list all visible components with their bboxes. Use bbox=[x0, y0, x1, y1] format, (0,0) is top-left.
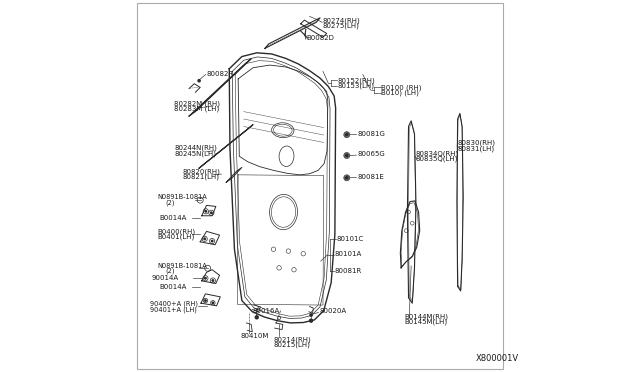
Text: (2): (2) bbox=[166, 268, 175, 275]
Text: 90014A: 90014A bbox=[152, 275, 179, 281]
Text: B0144M(RH): B0144M(RH) bbox=[405, 314, 449, 320]
Text: 80275(LH): 80275(LH) bbox=[323, 22, 360, 29]
Text: 90400+A (RH): 90400+A (RH) bbox=[150, 301, 198, 307]
Text: B0400(RH): B0400(RH) bbox=[157, 228, 195, 235]
Text: 80282M (RH): 80282M (RH) bbox=[174, 100, 220, 107]
Text: 80283M (LH): 80283M (LH) bbox=[174, 105, 220, 112]
Text: 80101C: 80101C bbox=[337, 236, 364, 242]
Text: 80820(RH): 80820(RH) bbox=[182, 169, 220, 175]
Text: B0014A: B0014A bbox=[159, 284, 187, 290]
Circle shape bbox=[212, 280, 214, 281]
Circle shape bbox=[205, 300, 206, 301]
Text: 80020A: 80020A bbox=[319, 308, 346, 314]
Text: 80215(LH): 80215(LH) bbox=[273, 341, 310, 348]
Circle shape bbox=[204, 238, 205, 240]
Text: 80834Q(RH): 80834Q(RH) bbox=[416, 151, 460, 157]
Text: B0100 (RH): B0100 (RH) bbox=[381, 84, 422, 91]
Circle shape bbox=[346, 177, 348, 179]
Text: 80152(RH): 80152(RH) bbox=[338, 77, 376, 84]
Text: B0401(LH): B0401(LH) bbox=[157, 233, 195, 240]
Circle shape bbox=[346, 134, 348, 136]
Text: 80274(RH): 80274(RH) bbox=[323, 17, 361, 24]
Circle shape bbox=[346, 134, 348, 135]
Text: B0145M(LH): B0145M(LH) bbox=[405, 319, 448, 326]
Text: 90401+A (LH): 90401+A (LH) bbox=[150, 306, 196, 313]
Circle shape bbox=[211, 212, 212, 214]
Text: 80835Q(LH): 80835Q(LH) bbox=[416, 156, 458, 163]
Circle shape bbox=[205, 278, 206, 279]
Text: 80081R: 80081R bbox=[335, 268, 362, 274]
Circle shape bbox=[346, 154, 348, 157]
Text: 80101A: 80101A bbox=[335, 251, 362, 257]
Text: B010) (LH): B010) (LH) bbox=[381, 89, 419, 96]
Text: N0891B-1081A: N0891B-1081A bbox=[157, 263, 207, 269]
Circle shape bbox=[310, 314, 312, 316]
Text: 80830(RH): 80830(RH) bbox=[458, 140, 495, 147]
Text: 80065G: 80065G bbox=[357, 151, 385, 157]
Text: N0891B-1081A: N0891B-1081A bbox=[157, 194, 207, 200]
Text: 80016A: 80016A bbox=[252, 308, 280, 314]
Text: 80082R: 80082R bbox=[207, 71, 234, 77]
Circle shape bbox=[211, 240, 213, 242]
Text: X800001V: X800001V bbox=[476, 355, 520, 363]
Circle shape bbox=[346, 155, 348, 156]
Text: 80214(RH): 80214(RH) bbox=[273, 336, 311, 343]
Circle shape bbox=[205, 211, 207, 212]
Text: B0082D: B0082D bbox=[307, 35, 335, 41]
Circle shape bbox=[346, 177, 348, 179]
Text: (2): (2) bbox=[166, 199, 175, 206]
Circle shape bbox=[255, 316, 259, 319]
Text: 80410M: 80410M bbox=[240, 333, 268, 339]
Circle shape bbox=[310, 319, 312, 322]
Text: 80244N(RH): 80244N(RH) bbox=[174, 145, 217, 151]
Text: 80081G: 80081G bbox=[357, 131, 385, 137]
Text: 80081E: 80081E bbox=[357, 174, 384, 180]
Text: 80821(LH): 80821(LH) bbox=[182, 174, 220, 180]
Text: 80245N(LH): 80245N(LH) bbox=[174, 150, 216, 157]
Circle shape bbox=[212, 302, 214, 304]
Text: B0014A: B0014A bbox=[159, 215, 187, 221]
Text: 80153(LH): 80153(LH) bbox=[338, 82, 375, 89]
Text: 80831(LH): 80831(LH) bbox=[458, 145, 495, 152]
Circle shape bbox=[198, 80, 200, 82]
